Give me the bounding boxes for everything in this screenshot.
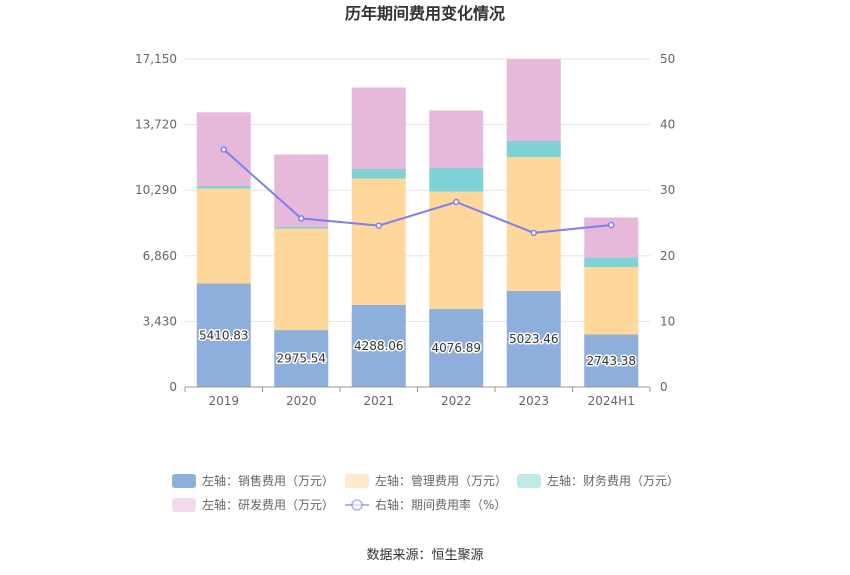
legend-label: 左轴：销售费用（万元） [202,473,334,488]
bar-data-label: 5023.46 [509,332,559,346]
legend-item[interactable]: 右轴：期间费用率（%） [345,497,506,512]
bar-segment[interactable] [196,185,251,189]
bar-segment[interactable] [429,110,484,168]
rate-point[interactable] [453,198,460,206]
bar-segment[interactable] [506,59,561,141]
bar-series [196,59,639,387]
right-tick-label: 40 [660,118,675,132]
left-tick-label: 0 [169,380,177,394]
legend-swatch [517,474,541,488]
rate-point[interactable] [375,222,382,229]
right-tick-label: 20 [660,249,675,263]
bar-segment[interactable] [584,334,639,387]
legend[interactable]: 左轴：销售费用（万元） 左轴：管理费用（万元） 左轴：财务费用（万元） 左轴：研发费用… [172,473,679,512]
bar-segment[interactable] [429,309,484,387]
bar-data-label: 5410.83 [199,328,249,342]
category-label: 2022 [441,394,472,408]
legend-swatch [345,474,369,488]
rate-point[interactable] [530,229,537,237]
bar-data-label: 2743.38 [586,354,636,368]
right-tick-label: 0 [660,380,668,394]
category-label: 2024H1 [588,394,635,408]
legend-swatch [172,474,196,488]
bar-segment[interactable] [196,283,251,387]
rate-point[interactable] [608,221,615,229]
bar-segment[interactable] [351,178,406,305]
bar-segment[interactable] [274,330,329,387]
rate-point[interactable] [298,215,305,222]
bar-segment[interactable] [429,167,484,192]
left-tick-label: 17,150 [135,52,177,66]
bar-segment[interactable] [196,188,251,284]
bar-data-label: 4076.89 [431,341,481,355]
bar-data-label: 4288.06 [354,339,404,353]
rate-line [223,148,612,234]
left-tick-label: 3,430 [143,314,177,328]
data-labels: 5410.83 2975.54 4288.06 4076.89 5023.46 2743.… [197,327,637,370]
right-tick-label: 50 [660,52,675,66]
category-label: 2019 [208,394,239,408]
bar-segment[interactable] [506,290,561,387]
source-note: 数据来源：恒生聚源 [366,548,483,563]
bar-segment[interactable] [274,154,329,227]
legend-label: 右轴：期间费用率（%） [375,497,506,512]
bar-segment[interactable] [351,87,406,170]
left-tick-label: 10,290 [135,183,177,197]
legend-item[interactable]: 左轴：管理费用（万元） [345,473,507,488]
chart-title: 历年期间费用变化情况 [345,4,505,23]
legend-marker-swatch [351,499,363,511]
bar-segment[interactable] [506,140,561,158]
legend-label: 左轴：研发费用（万元） [202,497,334,512]
grid-lines [185,58,650,322]
legend-swatch [172,498,196,512]
axes: 0 0 3,430 10 6,860 20 10,290 30 13,720 40 17,150 50… [135,52,675,408]
bar-segment[interactable] [506,157,561,291]
legend-label: 左轴：财务费用（万元） [547,473,679,488]
bar-data-label: 2975.54 [276,352,326,366]
right-tick-label: 30 [660,183,675,197]
rate-point[interactable] [220,146,227,153]
bar-segment[interactable] [274,226,329,229]
legend-item[interactable]: 左轴：财务费用（万元） [517,473,679,488]
bar-segment[interactable] [584,267,639,335]
legend-item[interactable]: 左轴：销售费用（万元） [172,473,334,488]
category-label: 2020 [286,394,317,408]
bar-segment[interactable] [584,257,639,268]
category-label: 2021 [363,394,394,408]
bar-segment[interactable] [351,304,406,387]
bar-segment[interactable] [274,228,329,331]
right-tick-label: 10 [660,314,675,328]
left-tick-label: 13,720 [135,118,177,132]
legend-item[interactable]: 左轴：研发费用（万元） [172,497,334,512]
bar-segment[interactable] [429,191,484,310]
legend-label: 左轴：管理费用（万元） [375,473,507,488]
rate-line-series [220,146,615,237]
left-tick-label: 6,860 [143,249,177,263]
bar-segment[interactable] [351,169,406,179]
category-label: 2023 [518,394,549,408]
